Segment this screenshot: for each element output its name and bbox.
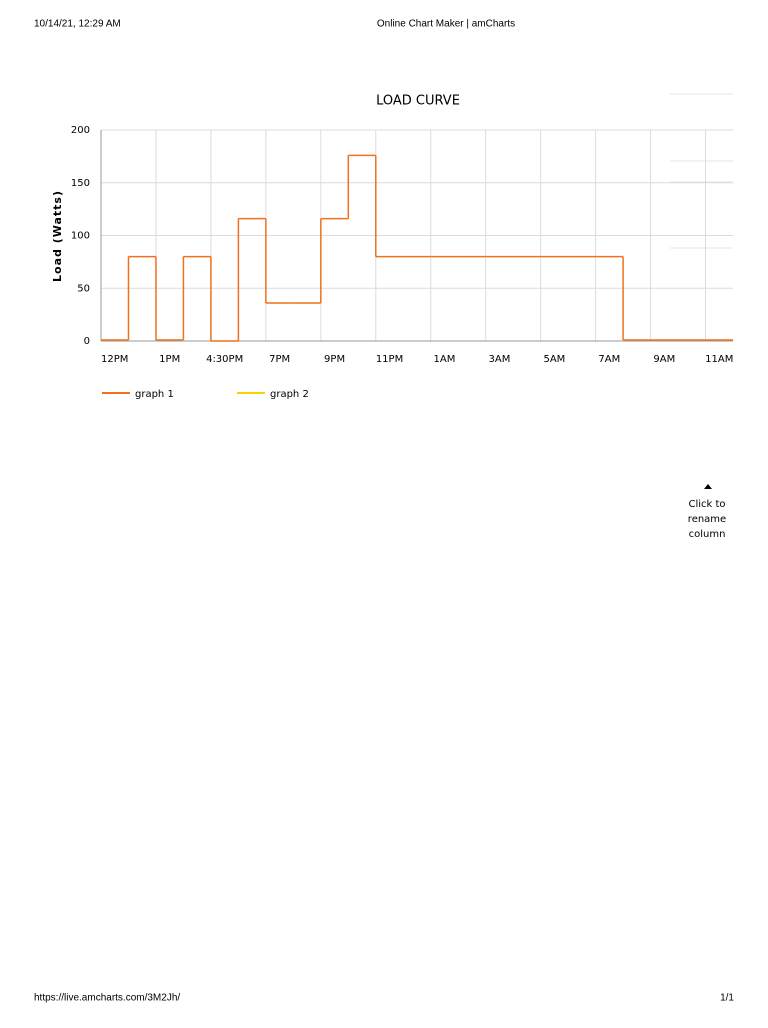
x-tick-label: 3AM [489, 354, 511, 365]
x-tick-label: 9PM [324, 354, 345, 365]
y-tick-label: 50 [77, 283, 90, 294]
side-note-1[interactable]: Click to rename column [688, 499, 726, 540]
print-datetime: 10/14/21, 12:29 AM [34, 19, 121, 30]
x-tick-label: 5AM [543, 354, 565, 365]
x-tick-label: 1PM [159, 354, 180, 365]
y-axis-label: Load (Watts) [51, 190, 64, 282]
x-tick-label: 1AM [434, 354, 456, 365]
x-tick-label: 11AM [705, 354, 733, 365]
x-tick-label: 12PM [101, 354, 128, 365]
sort-arrow[interactable] [704, 484, 712, 489]
print-page: 1/1 [720, 993, 734, 1004]
legend-label: graph 1 [135, 389, 174, 400]
print-url: https://live.amcharts.com/3M2Jh/ [34, 993, 180, 1004]
x-tick-label: 7AM [598, 354, 620, 365]
side-panel [670, 93, 733, 249]
y-tick-label: 150 [71, 178, 90, 189]
y-tick-label: 200 [71, 125, 90, 136]
chart-title: LOAD CURVE [376, 94, 460, 109]
legend-label: graph 2 [270, 389, 309, 400]
y-tick-label: 0 [84, 336, 90, 347]
y-tick-label: 100 [71, 231, 90, 242]
x-tick-label: 7PM [269, 354, 290, 365]
x-tick-label: 11PM [376, 354, 403, 365]
x-tick-label: 9AM [653, 354, 675, 365]
print-title: Online Chart Maker | amCharts [377, 19, 515, 30]
x-tick-label: 4:30PM [206, 354, 243, 365]
